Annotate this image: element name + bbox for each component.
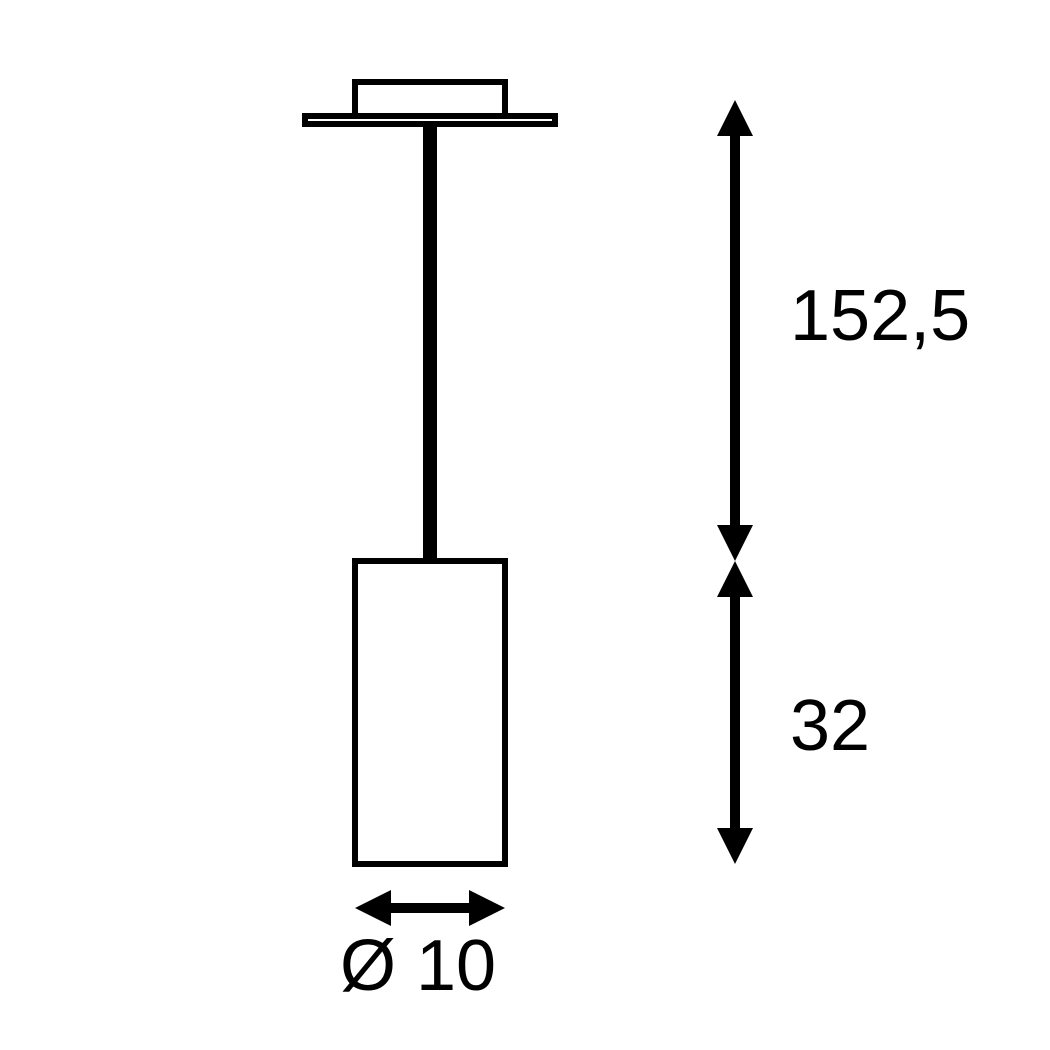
technical-drawing: 152,5 32 Ø 10 <box>0 0 1050 1050</box>
background <box>0 0 1050 1050</box>
dim-label-diameter: Ø 10 <box>340 926 496 1006</box>
dim-label-lower: 32 <box>790 686 870 766</box>
dim-label-upper: 152,5 <box>790 276 970 356</box>
